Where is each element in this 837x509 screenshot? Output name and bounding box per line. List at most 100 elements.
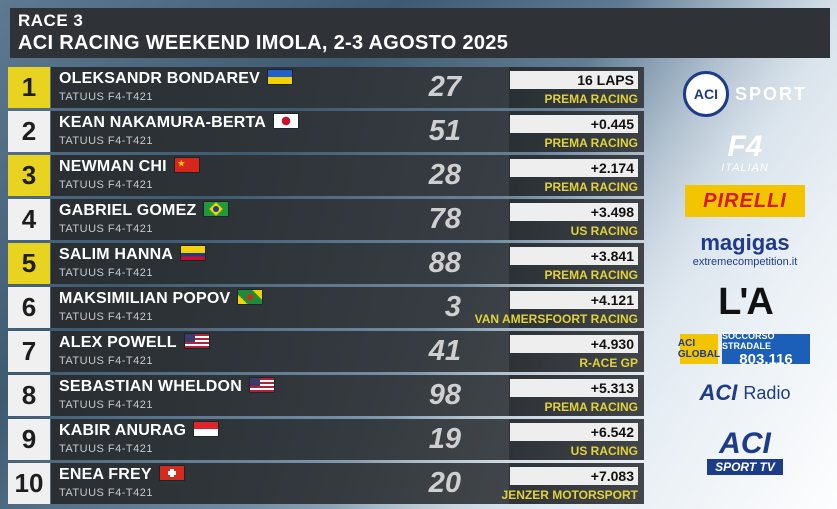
result-row: 2 KEAN NAKAMURA-BERTA TATUUS F4-T421 51 … xyxy=(8,110,644,154)
gap-time: +4.121 xyxy=(510,291,638,309)
car-number: 88 xyxy=(428,247,461,279)
car-number: 41 xyxy=(428,335,461,367)
driver-name-line: MAKSIMILIAN POPOV xyxy=(59,290,263,308)
gap-time: +4.930 xyxy=(510,335,638,353)
result-row: 8 SEBASTIAN WHELDON TATUUS F4-T421 98 +5… xyxy=(8,374,644,418)
driver-cell: ENEA FREY TATUUS F4-T421 20 xyxy=(51,463,509,504)
position-number: 7 xyxy=(8,331,50,372)
car-number: 20 xyxy=(428,467,461,499)
lautomobile-logo: L'A xyxy=(660,276,830,328)
driver-cell: KABIR ANURAG TATUUS F4-T421 19 xyxy=(51,419,509,460)
usa-flag-icon xyxy=(184,334,209,348)
position-number: 5 xyxy=(8,243,50,284)
driver-cell: OLEKSANDR BONDAREV TATUUS F4-T421 27 xyxy=(51,67,509,108)
team-name: US RACING xyxy=(570,224,638,238)
lautomobile-mark: L'A xyxy=(718,280,774,323)
car-model: TATUUS F4-T421 xyxy=(59,443,153,455)
result-row: 7 ALEX POWELL TATUUS F4-T421 41 +4.930 R… xyxy=(8,330,644,374)
driver-name-line: ENEA FREY xyxy=(59,466,184,484)
team-name: PREMA RACING xyxy=(544,136,638,150)
colombia-flag-icon xyxy=(181,246,206,260)
result-row: 6 MAKSIMILIAN POPOV TATUUS F4-T421 3 +4.… xyxy=(8,286,644,330)
f4-sub: ITALIAN xyxy=(721,162,769,174)
result-row: 1 OLEKSANDR BONDAREV TATUUS F4-T421 27 1… xyxy=(8,66,644,110)
singapore-flag-icon xyxy=(194,422,219,436)
gap-time: +3.841 xyxy=(510,247,638,265)
gap-cell: +3.498 US RACING xyxy=(509,199,644,240)
grenada-flag-icon xyxy=(238,290,263,304)
driver-name: MAKSIMILIAN POPOV xyxy=(59,290,231,307)
japan-flag-icon xyxy=(274,114,299,128)
driver-name-line: OLEKSANDR BONDAREV xyxy=(59,70,292,88)
sponsor-column: ACI SPORT F4 ITALIAN PIRELLI magigas ext… xyxy=(660,60,830,509)
position-number: 4 xyxy=(8,199,50,240)
result-row: 5 SALIM HANNA TATUUS F4-T421 88 +3.841 P… xyxy=(8,242,644,286)
driver-name: KABIR ANURAG xyxy=(59,422,187,439)
driver-name: SEBASTIAN WHELDON xyxy=(59,378,242,395)
car-model: TATUUS F4-T421 xyxy=(59,355,153,367)
aci-radio-text: Radio xyxy=(743,382,791,403)
team-name: PREMA RACING xyxy=(544,92,638,106)
gap-cell: +6.542 US RACING xyxy=(509,419,644,460)
aci-circle-icon: ACI xyxy=(682,71,729,117)
gap-time: 16 LAPS xyxy=(510,71,638,89)
gap-time: +0.445 xyxy=(510,115,638,133)
car-number: 28 xyxy=(428,159,461,191)
title-bar: RACE 3 ACI RACING WEEKEND IMOLA, 2-3 AGO… xyxy=(10,8,830,58)
event-title: ACI RACING WEEKEND IMOLA, 2-3 AGOSTO 202… xyxy=(18,32,509,54)
team-name: JENZER MOTORSPORT xyxy=(501,488,638,502)
car-model: TATUUS F4-T421 xyxy=(59,487,153,499)
result-row: 10 ENEA FREY TATUUS F4-T421 20 +7.083 JE… xyxy=(8,462,644,506)
car-number: 78 xyxy=(428,203,461,235)
driver-cell: KEAN NAKAMURA-BERTA TATUUS F4-T421 51 xyxy=(51,111,509,152)
gap-cell: +4.930 R-ACE GP xyxy=(509,331,644,372)
driver-name: ENEA FREY xyxy=(59,466,152,483)
gap-cell: +3.841 PREMA RACING xyxy=(509,243,644,284)
aci-sporttv-logo: ACI SPORT TV xyxy=(660,422,830,482)
driver-cell: SEBASTIAN WHELDON TATUUS F4-T421 98 xyxy=(51,375,509,416)
aci-global-left: ACI GLOBAL xyxy=(678,334,720,364)
driver-cell: GABRIEL GOMEZ TATUUS F4-T421 78 xyxy=(51,199,509,240)
gap-cell: +2.174 PREMA RACING xyxy=(509,155,644,196)
aci-sporttv-text: SPORT TV xyxy=(707,459,783,475)
aci-global-right: SOCCORSO STRADALE 803.116 xyxy=(722,331,810,368)
gap-cell: +7.083 JENZER MOTORSPORT xyxy=(502,463,644,504)
magigas-name: magigas xyxy=(700,230,790,255)
car-model: TATUUS F4-T421 xyxy=(59,311,153,323)
position-number: 1 xyxy=(8,67,50,108)
gap-time: +3.498 xyxy=(510,203,638,221)
team-name: US RACING xyxy=(570,444,638,458)
driver-cell: ALEX POWELL TATUUS F4-T421 41 xyxy=(51,331,509,372)
driver-name-line: ALEX POWELL xyxy=(59,334,209,352)
car-model: TATUUS F4-T421 xyxy=(59,179,153,191)
usa-flag-icon xyxy=(249,378,274,392)
driver-name: GABRIEL GOMEZ xyxy=(59,202,197,219)
aci-sport-logo: ACI SPORT xyxy=(660,64,830,124)
team-name: PREMA RACING xyxy=(544,180,638,194)
gap-cell: +4.121 VAN AMERSFOORT RACING xyxy=(475,287,644,328)
driver-name-line: NEWMAN CHI ★ xyxy=(59,158,199,176)
team-name: PREMA RACING xyxy=(544,268,638,282)
aci-global-logo: ACI GLOBAL SOCCORSO STRADALE 803.116 xyxy=(660,331,830,368)
f4-italian-logo: F4 ITALIAN xyxy=(660,126,830,180)
aci-global-number: 803.116 xyxy=(739,350,793,368)
position-number: 3 xyxy=(8,155,50,196)
switzerland-flag-icon xyxy=(159,466,184,480)
gap-time: +6.542 xyxy=(510,423,638,441)
driver-cell: SALIM HANNA TATUUS F4-T421 88 xyxy=(51,243,509,284)
driver-name-line: KEAN NAKAMURA-BERTA xyxy=(59,114,299,132)
aci-sporttv-mark: ACI xyxy=(719,427,771,460)
aci-sport-text: SPORT xyxy=(734,83,807,104)
china-flag-icon: ★ xyxy=(174,158,199,172)
magigas-logo: magigas extremecompetition.it xyxy=(660,226,830,272)
brazil-flag-icon xyxy=(204,202,229,216)
gap-cell: 16 LAPS PREMA RACING xyxy=(509,67,644,108)
f4-mark: F4 xyxy=(727,130,763,163)
driver-cell: NEWMAN CHI ★ TATUUS F4-T421 28 xyxy=(51,155,509,196)
aci-radio-logo: ACI Radio xyxy=(660,372,830,414)
driver-name-line: SEBASTIAN WHELDON xyxy=(59,378,274,396)
results-board: 1 OLEKSANDR BONDAREV TATUUS F4-T421 27 1… xyxy=(8,66,644,506)
gap-cell: +5.313 PREMA RACING xyxy=(509,375,644,416)
magigas-site: extremecompetition.it xyxy=(692,256,798,268)
result-row: 4 GABRIEL GOMEZ TATUUS F4-T421 78 +3.498… xyxy=(8,198,644,242)
